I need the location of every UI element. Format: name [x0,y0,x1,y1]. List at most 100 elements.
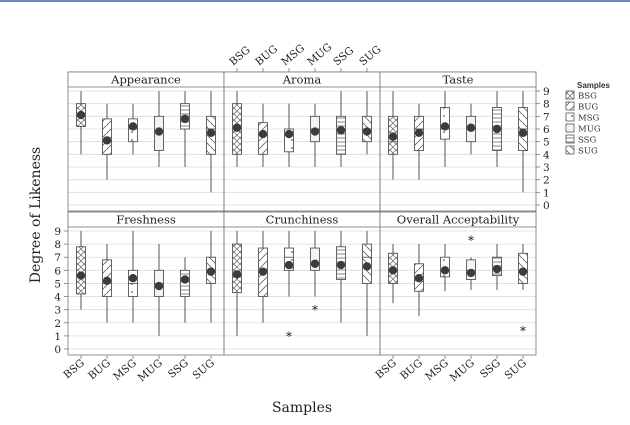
y-tick-label: 8 [543,99,550,111]
mean-point [232,270,242,279]
panel-title: Overall Acceptability [397,213,520,227]
box-bug [414,103,424,180]
box-mug [154,244,164,336]
legend-label-msg: MSG [578,114,600,124]
mean-point [336,260,346,270]
outlier-marker: * [520,324,526,338]
mean-point [102,136,112,145]
box-msg [284,231,294,297]
mean-point [206,128,216,137]
box-ssg [336,231,346,323]
box-mug [310,231,320,297]
panel-appearance: Appearance [67,71,225,212]
y-tick-label: 9 [543,86,550,98]
box-bug [258,103,268,167]
box-msg [440,91,450,167]
mean-point [388,266,398,275]
box-ssg [336,91,346,167]
mean-point [440,266,450,275]
box-sug [518,91,528,193]
x-axis-title: Samples [272,400,332,416]
box-ssg [180,91,190,167]
box-bug [258,231,268,323]
box-body [284,128,294,153]
y-tick-label: 0 [54,344,61,356]
y-tick-label: 5 [543,137,550,149]
panel-title-strip [379,211,537,228]
y-tick-label: 7 [54,252,61,264]
mean-point [310,127,320,136]
mean-point [336,126,346,135]
box-bug [102,103,112,180]
mean-point [154,127,164,136]
box-body [232,243,242,294]
box-ssg [492,91,502,167]
mean-point [76,110,86,120]
y-tick-label: 9 [54,226,61,238]
y-tick-label: 1 [543,187,550,199]
mean-point [180,275,190,284]
legend-label-mug: MUG [578,125,601,135]
panel-title: Freshness [116,213,176,227]
y-tick-label: 5 [54,278,61,290]
legend-label-ssg: SSG [578,136,596,146]
mean-point [440,122,450,131]
legend-swatch-ssg [565,134,575,144]
y-tick-label: 1 [54,331,61,343]
mean-point [128,274,138,283]
y-tick-label: 3 [54,305,61,317]
box-bsg [388,244,398,304]
box-sug [206,231,216,323]
box-bug [102,244,112,323]
box-sug [206,91,216,193]
mean-point [180,114,190,124]
legend-swatch-msg [565,112,575,122]
y-tick-label: 8 [54,239,61,251]
legend-swatch-bug [565,101,575,111]
legend-label-bsg: BSG [578,92,597,102]
legend-label-sug: SUG [578,147,598,157]
panel-title: Appearance [110,73,181,87]
mean-point [102,276,112,286]
y-tick-label: 3 [543,162,550,174]
mean-point [258,129,268,139]
y-tick-label: 6 [54,265,61,277]
box-bsg [232,91,242,167]
mean-point [518,267,528,276]
y-tick-label: 4 [54,292,61,304]
legend-title: Samples [577,81,610,90]
box-mug [310,103,320,167]
box-mug [466,103,476,155]
mean-point [154,281,164,291]
y-tick-label: 0 [543,200,550,212]
mean-point [284,260,294,270]
box-bug [414,244,424,317]
box-msg [440,244,450,292]
y-tick-label: 2 [54,318,61,330]
panel-title: Taste [443,73,474,87]
legend-swatch-sug [565,145,575,155]
box-bsg [232,231,242,336]
mean-point [518,128,528,137]
legend-swatch-bsg [565,90,575,100]
mean-point [466,123,476,132]
panel-title: Crunchiness [266,213,339,227]
legend-swatch-mug [565,123,575,133]
mean-point [284,129,294,139]
mean-point [492,124,502,134]
box-msg [128,103,138,155]
box-sug [362,231,372,336]
mean-point [466,268,476,278]
box-bsg [76,231,86,310]
mean-point [362,262,372,271]
y-tick-label: 2 [543,175,550,187]
box-bsg [388,91,398,180]
box-bsg [76,91,86,155]
box-body [284,247,294,271]
box-body [258,122,268,155]
